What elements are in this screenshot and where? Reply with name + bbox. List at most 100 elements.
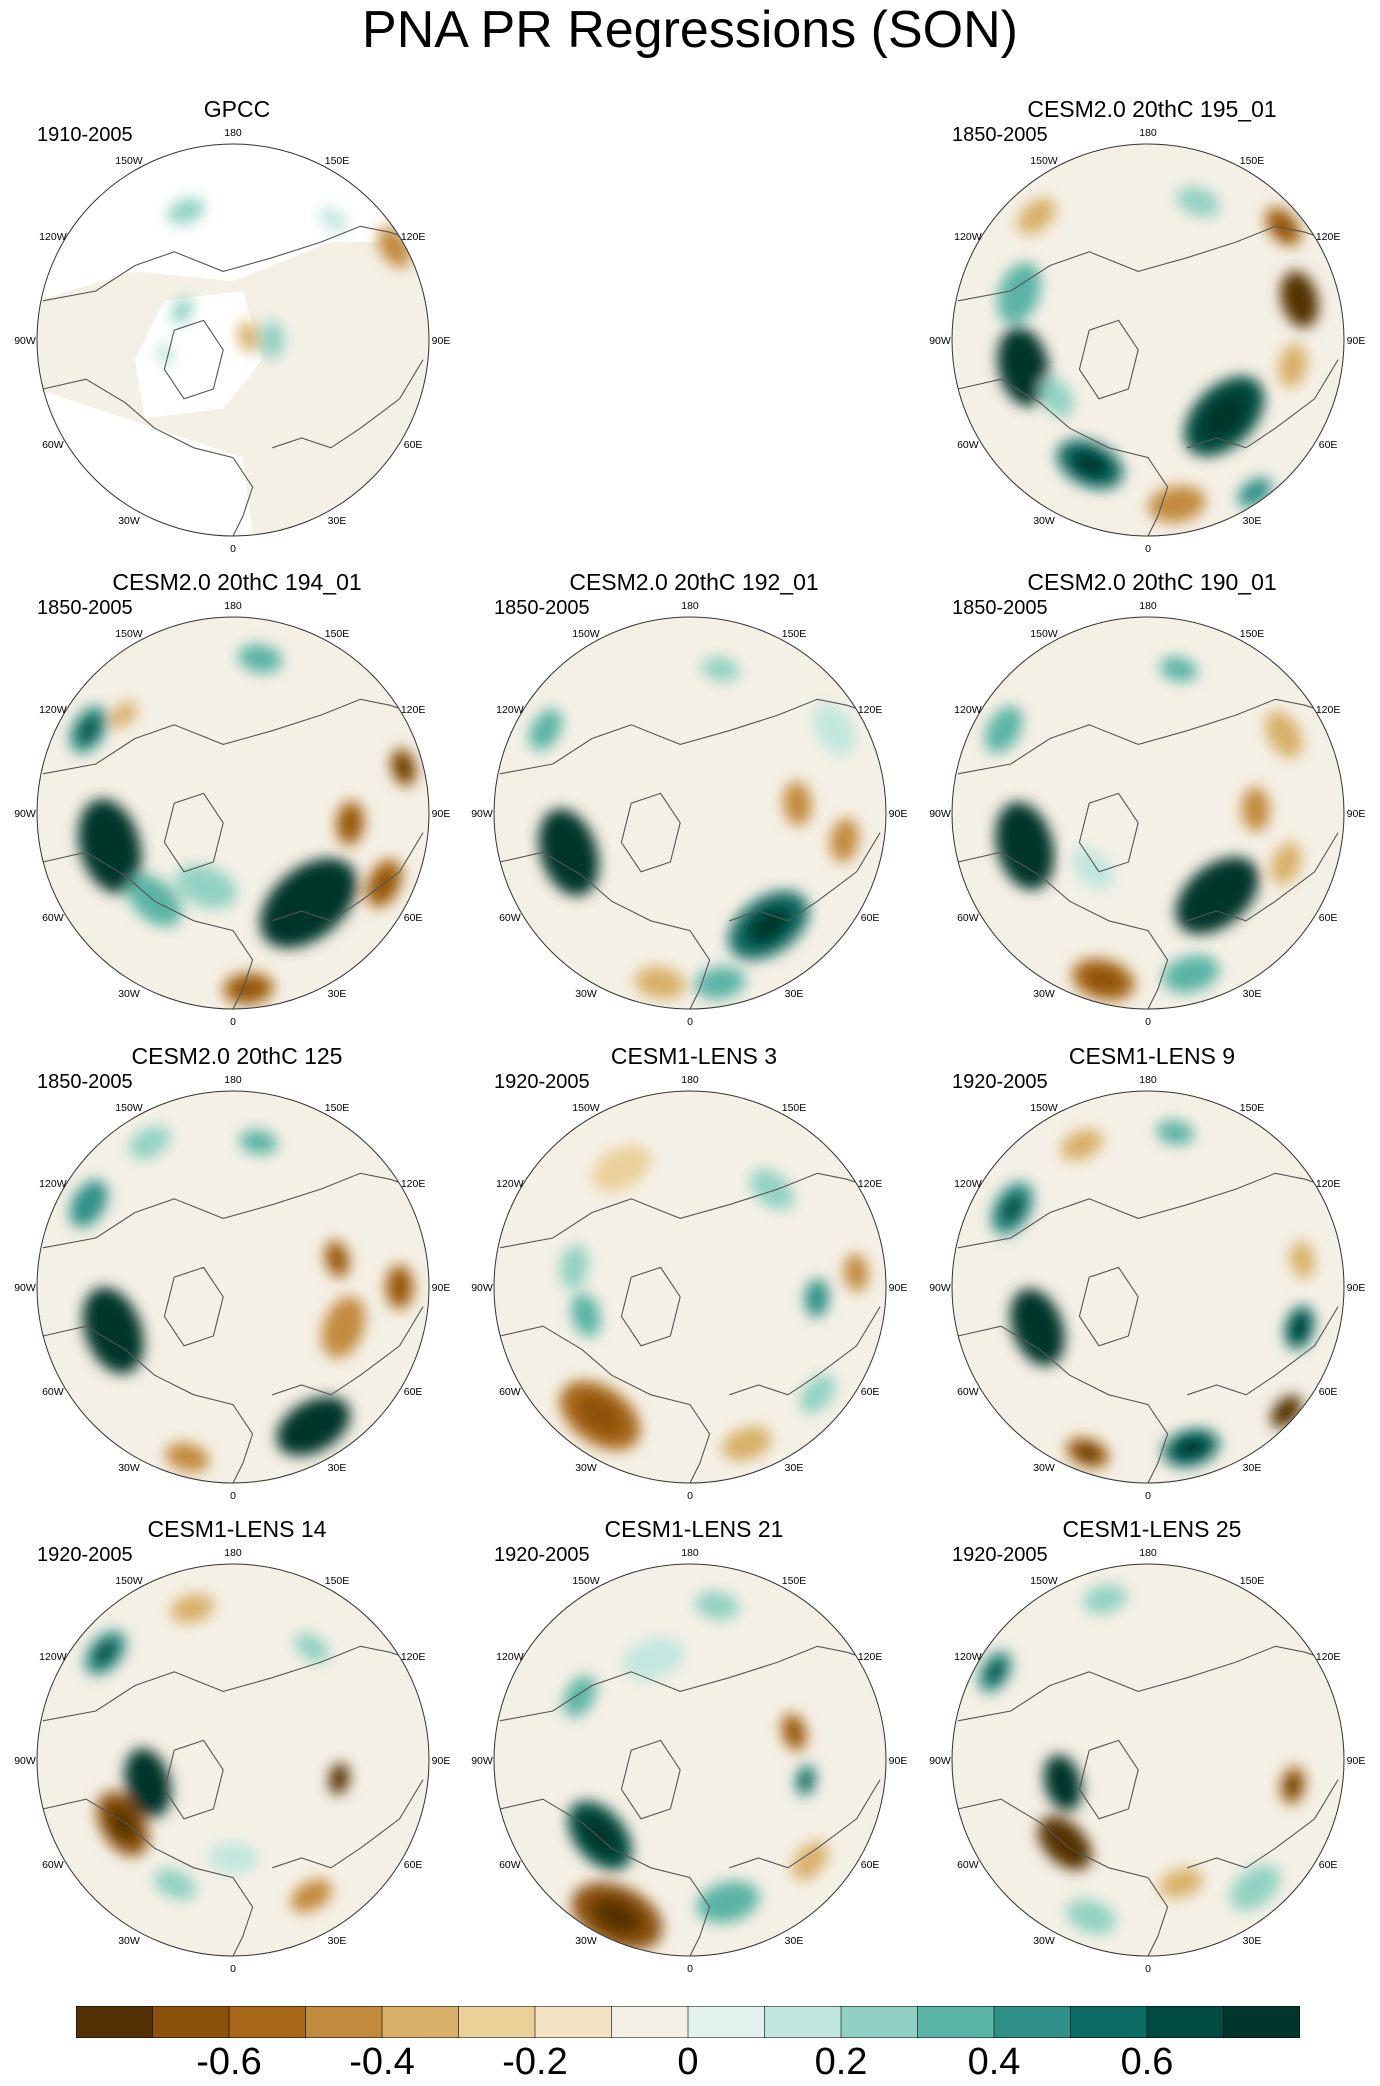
anomaly-blob: [799, 1374, 836, 1414]
colorbar-swatch: [76, 2006, 154, 2038]
longitude-label: 60E: [404, 1386, 423, 1398]
anomaly-core: [1175, 1437, 1207, 1459]
anomaly-blob: [1290, 1240, 1315, 1279]
anomaly-core: [333, 1769, 345, 1788]
anomaly-blob: [1230, 1864, 1281, 1911]
coastline: [1078, 1739, 1139, 1820]
longitude-label: 120E: [401, 704, 426, 716]
anomaly-core: [92, 819, 128, 873]
longitude-label: 120W: [954, 704, 982, 716]
longitude-label: 120E: [1316, 704, 1341, 716]
longitude-label: 150W: [572, 1102, 600, 1114]
anomaly-blob: [1148, 485, 1206, 523]
colorbar-swatch: [458, 2006, 536, 2038]
coastline: [957, 1172, 1335, 1249]
anomaly-blob: [238, 644, 283, 673]
longitude-label: 60W: [42, 1859, 64, 1871]
longitude-label: 60E: [861, 1859, 880, 1871]
anomaly-core: [986, 1660, 1005, 1684]
longitude-label: 0: [687, 1016, 693, 1028]
colorbar-tick-label: -0.6: [196, 2041, 262, 2083]
map-background: [952, 1564, 1344, 1956]
colorbar-swatch: [305, 2006, 383, 2038]
map-boundary: [951, 1090, 1345, 1484]
map-panel: CESM2.0 20thC 195_01 1850-2005 180 150E 120E…: [929, 95, 1365, 555]
map-panel: CESM1-LENS 21 1920-2005 180 150E 120E 90E 60E 3…: [471, 1515, 907, 1975]
map-panel: CESM1-LENS 9 1920-2005 180 150E 120E 90E 60E 30…: [929, 1042, 1365, 1502]
anomaly-core: [1194, 874, 1241, 918]
anomaly-core: [135, 1763, 161, 1803]
colorbar-swatch: [917, 2006, 995, 2038]
anomaly-core: [800, 1771, 812, 1790]
colorbar-tick-label: 0.2: [814, 2041, 868, 2083]
anomaly-core: [330, 1248, 345, 1270]
longitude-label: 150W: [115, 1575, 143, 1587]
colorbar-swatch: [152, 2006, 230, 2038]
map-background: [37, 1564, 429, 1956]
anomaly-field: [990, 1120, 1315, 1469]
panel-period: 1920-2005: [952, 1544, 1048, 1566]
longitude-label: 180: [681, 600, 699, 612]
anomaly-blob: [843, 1253, 869, 1292]
panel-period: 1920-2005: [494, 1071, 590, 1093]
anomaly-core: [1000, 1193, 1024, 1224]
anomaly-core: [1273, 215, 1294, 238]
anomaly-core: [292, 1409, 335, 1443]
anomaly-blob: [701, 656, 740, 682]
longitude-label: 180: [224, 600, 242, 612]
anomaly-blob: [1162, 954, 1220, 993]
anomaly-blob: [792, 1841, 829, 1881]
anomaly-blob: [559, 1244, 589, 1289]
longitude-label: 60W: [42, 912, 64, 924]
longitude-label: 120E: [858, 704, 883, 716]
colorbar-swatch: [228, 2006, 307, 2038]
longitude-label: 60E: [1319, 1386, 1338, 1398]
longitude-label: 120E: [1316, 231, 1341, 243]
polar-map: 180 150E 120E 90E 60E 30E 0 30W 60W 90W 120W 150W: [929, 1074, 1365, 1502]
longitude-label: 30W: [1033, 988, 1055, 1000]
longitude-label: 60W: [499, 912, 521, 924]
anomaly-blob: [749, 1168, 795, 1210]
longitude-label: 90E: [432, 1755, 451, 1767]
panel-title: CESM1-LENS 21: [604, 1516, 784, 1542]
longitude-label: 30W: [118, 515, 140, 527]
colorbar-tick-label: -0.4: [349, 2041, 415, 2083]
map-boundary: [951, 143, 1345, 537]
coastline: [42, 1325, 254, 1483]
longitude-label: 90W: [14, 1755, 36, 1767]
coastline: [1078, 319, 1139, 400]
anomaly-field: [69, 1126, 414, 1473]
anomaly-blob: [1082, 1584, 1127, 1614]
coastline: [163, 1739, 224, 1820]
longitude-label: 120W: [954, 1178, 982, 1190]
coastline: [499, 698, 877, 775]
map-panel: CESM1-LENS 3 1920-2005 180 150E 120E 90E 60E 30…: [471, 1042, 907, 1502]
panel-period: 1910-2005: [37, 124, 133, 146]
longitude-label: 150W: [115, 155, 143, 167]
longitude-label: 90W: [471, 808, 493, 820]
anomaly-blob: [1017, 197, 1056, 235]
longitude-label: 30W: [575, 1935, 597, 1947]
anomaly-core: [96, 1306, 131, 1355]
coastline: [729, 1779, 881, 1869]
panel-period: 1850-2005: [952, 597, 1048, 619]
longitude-label: 0: [687, 1963, 693, 1975]
panel-title: CESM2.0 20thC 194_01: [112, 569, 362, 595]
coastline: [499, 1325, 711, 1483]
map-background: [952, 1091, 1344, 1483]
panel-title: CESM1-LENS 3: [610, 1043, 778, 1069]
longitude-label: 90W: [471, 1755, 493, 1767]
anomaly-blob: [153, 1868, 197, 1901]
anomaly-core: [281, 878, 336, 929]
anomaly-blob: [695, 1591, 740, 1620]
anomaly-core: [1052, 1766, 1074, 1799]
map-panel: CESM2.0 20thC 194_01 1850-2005 180 150E 120E…: [14, 568, 450, 1028]
anomaly-blob: [563, 1675, 597, 1717]
anomaly-field: [529, 656, 859, 1000]
longitude-label: 30E: [328, 1935, 347, 1947]
coastline: [272, 359, 424, 449]
anomaly-blob: [175, 864, 238, 909]
anomaly-blob: [1159, 1868, 1203, 1898]
longitude-label: 30E: [785, 1462, 804, 1474]
longitude-label: 90E: [1347, 1282, 1366, 1294]
